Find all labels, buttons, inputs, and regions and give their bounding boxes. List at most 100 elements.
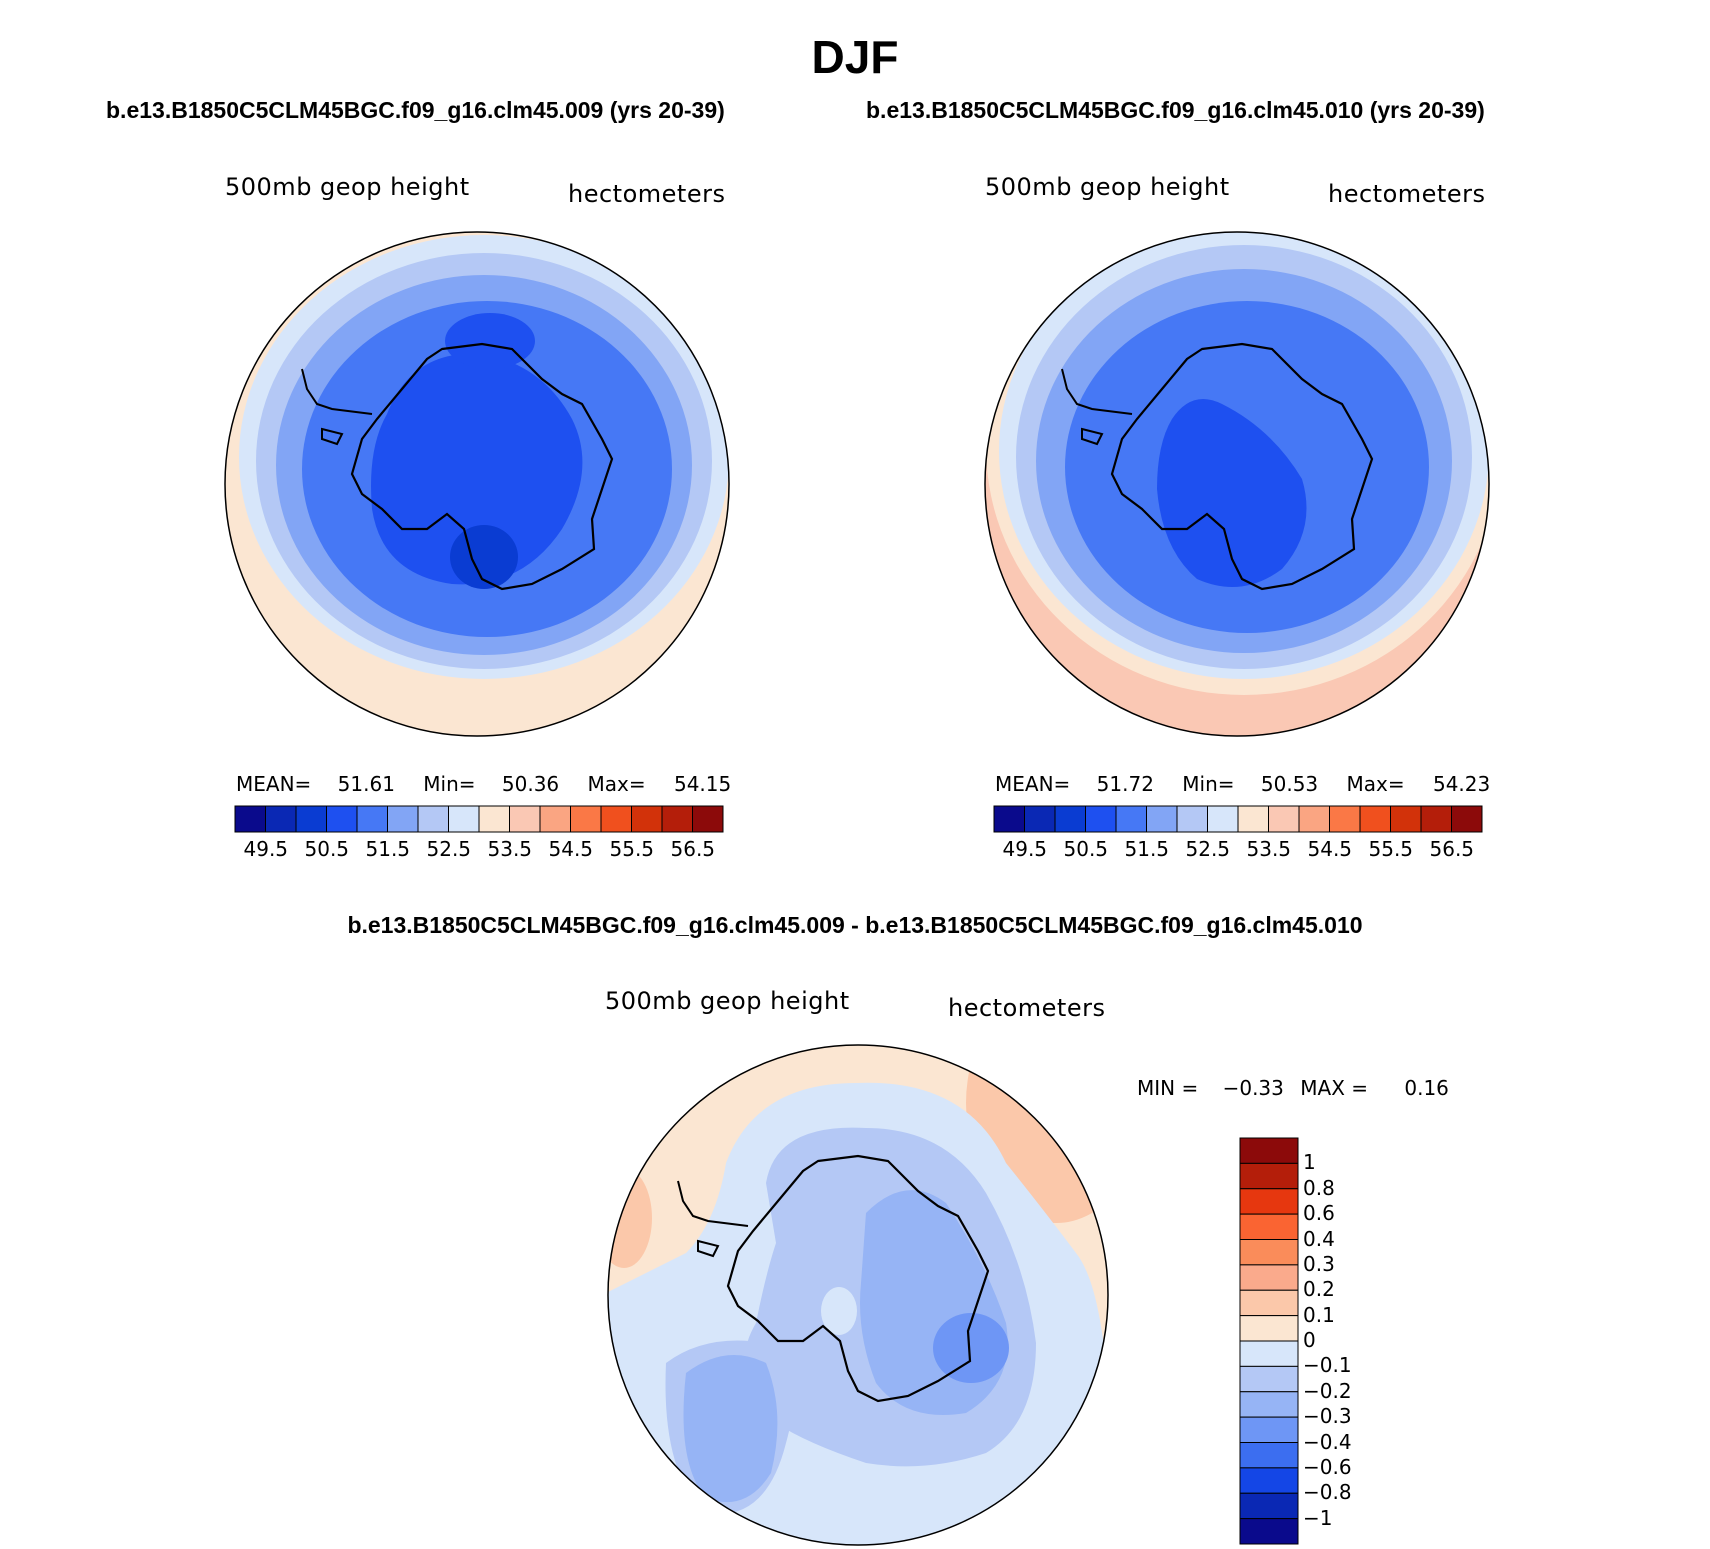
map-1-boundary (224, 231, 730, 737)
colorbar-difference-tick-label: 0.6 (1303, 1201, 1335, 1226)
colorbar-2-tick-label: 56.5 (1429, 837, 1475, 861)
colorbar-difference-tick-label: −1 (1303, 1505, 1333, 1530)
colorbar-difference-swatch (1239, 1188, 1299, 1215)
diff-small-patch (821, 1287, 857, 1335)
panel-2-min-value: 50.53 (1260, 772, 1319, 796)
diff-level-minus-0_3-sw (683, 1355, 778, 1503)
map-1-low-lobe (445, 313, 535, 369)
colorbar-difference (1239, 1137, 1299, 1545)
colorbar-difference-tick-label: 0.2 (1303, 1277, 1335, 1302)
colorbar-difference-swatch (1239, 1365, 1299, 1393)
colorbar-difference-tick-label: −0.3 (1303, 1404, 1352, 1429)
map-2-boundary (984, 231, 1490, 737)
diff-level-minus-0_4 (933, 1313, 1009, 1383)
colorbar-2-swatch (1146, 805, 1178, 833)
panel-1-mean-label: MEAN= (236, 772, 312, 796)
map-2-antarctica-coastline (1110, 342, 1374, 591)
colorbar-2-swatch (1085, 805, 1117, 833)
difference-max-label: MAX = (1300, 1076, 1369, 1100)
colorbar-1-swatch (661, 805, 693, 833)
colorbar-1-swatch (570, 805, 602, 833)
colorbar-difference-swatch (1239, 1137, 1299, 1164)
colorbar-difference-swatch (1239, 1442, 1299, 1469)
colorbar-difference-tick-label: −0.8 (1303, 1480, 1352, 1505)
map-difference (607, 1044, 1109, 1546)
colorbar-1-tick-label: 50.5 (304, 837, 350, 861)
colorbar-2-tick-label: 53.5 (1246, 837, 1292, 861)
colorbar-2-swatch (1115, 805, 1147, 833)
colorbar-1-swatch (417, 805, 449, 833)
colorbar-2-tick-label: 52.5 (1185, 837, 1231, 861)
colorbar-2-swatch (1359, 805, 1391, 833)
colorbar-2-tick-label: 55.5 (1368, 837, 1414, 861)
panel-1-max-value: 54.15 (673, 772, 732, 796)
case-title-left: b.e13.B1850C5CLM45BGC.f09_g16.clm45.009 … (106, 97, 725, 123)
colorbar-1-swatch (326, 805, 358, 833)
diff-positive-w (608, 1168, 652, 1268)
colorbar-panel-2 (993, 805, 1483, 833)
map-1-antarctica-coastline (350, 342, 614, 591)
panel-2-max-value: 54.23 (1432, 772, 1491, 796)
panel-2-units-label: hectometers (1328, 180, 1486, 208)
colorbar-2-swatch (1451, 805, 1483, 833)
difference-min-label: MIN = (1137, 1076, 1199, 1100)
map-1-peninsula (301, 368, 373, 446)
colorbar-difference-swatch (1239, 1315, 1299, 1342)
colorbar-2-swatch (1207, 805, 1239, 833)
panel-1-min-label: Min= (423, 772, 476, 796)
colorbar-difference-swatch (1239, 1162, 1299, 1190)
colorbar-difference-swatch (1239, 1391, 1299, 1418)
colorbar-difference-tick-label: −0.1 (1303, 1353, 1352, 1378)
colorbar-2-swatch (1329, 805, 1361, 833)
colorbar-2-swatch (1054, 805, 1086, 833)
colorbar-difference-swatch (1239, 1239, 1299, 1266)
difference-units-label: hectometers (948, 994, 1106, 1022)
colorbar-2-tick-label: 49.5 (1002, 837, 1048, 861)
colorbar-2-swatch (1420, 805, 1452, 833)
colorbar-difference-tick-label: −0.2 (1303, 1378, 1352, 1403)
difference-title: b.e13.B1850C5CLM45BGC.f09_g16.clm45.009 … (347, 912, 1363, 938)
colorbar-2-tick-label: 51.5 (1124, 837, 1170, 861)
colorbar-difference-swatch (1239, 1264, 1299, 1291)
panel-1-variable-label: 500mb geop height (225, 173, 470, 201)
colorbar-difference-tick-label: 0 (1303, 1328, 1316, 1352)
map-2-low-region (1157, 399, 1307, 587)
colorbar-difference-tick-label: 0.1 (1303, 1302, 1335, 1327)
colorbar-difference-tick-label: −0.6 (1303, 1454, 1352, 1479)
colorbar-1-swatch (387, 805, 419, 833)
panel-2-stats: MEAN= 51.72 Min= 50.53 Max= 54.23 (995, 772, 1490, 796)
colorbar-1-swatch (295, 805, 327, 833)
case-title-right: b.e13.B1850C5CLM45BGC.f09_g16.clm45.010 … (866, 97, 1485, 123)
difference-variable-label: 500mb geop height (605, 987, 850, 1015)
colorbar-2-swatch (1268, 805, 1300, 833)
colorbar-1-swatch (539, 805, 571, 833)
panel-1-stats: MEAN= 51.61 Min= 50.36 Max= 54.15 (236, 772, 731, 796)
map-panel-1 (224, 231, 730, 737)
colorbar-difference-swatch (1239, 1416, 1299, 1443)
colorbar-difference-swatch (1239, 1467, 1299, 1494)
difference-max-value: 0.16 (1404, 1076, 1449, 1100)
colorbar-1-swatch (478, 805, 510, 833)
colorbar-2-tick-label: 50.5 (1063, 837, 1109, 861)
panel-1-max-label: Max= (587, 772, 646, 796)
colorbar-difference-tick-label: 0.3 (1303, 1251, 1335, 1276)
main-title: DJF (811, 31, 899, 83)
colorbar-1-tick-label: 52.5 (426, 837, 472, 861)
panel-1-min-value: 50.36 (501, 772, 560, 796)
map-1-low-region (371, 353, 583, 585)
difference-min-value: −0.33 (1222, 1076, 1284, 1100)
difference-stats: MIN = −0.33 MAX = 0.16 (1137, 1076, 1449, 1100)
diff-antarctica-coastline (726, 1154, 990, 1403)
colorbar-1-swatch (448, 805, 480, 833)
colorbar-difference-tick-label: 0.8 (1303, 1175, 1335, 1200)
colorbar-panel-1 (234, 805, 724, 833)
colorbar-1-swatch (265, 805, 297, 833)
colorbar-difference-swatch (1239, 1289, 1299, 1317)
colorbar-1-tick-label: 55.5 (609, 837, 655, 861)
colorbar-1-swatch (631, 805, 663, 833)
colorbar-difference-tick-label: −0.4 (1303, 1429, 1352, 1454)
colorbar-1-tick-label: 56.5 (670, 837, 716, 861)
colorbar-difference-swatch (1239, 1213, 1299, 1240)
diff-boundary (607, 1044, 1109, 1546)
colorbar-2-swatch (1176, 805, 1208, 833)
